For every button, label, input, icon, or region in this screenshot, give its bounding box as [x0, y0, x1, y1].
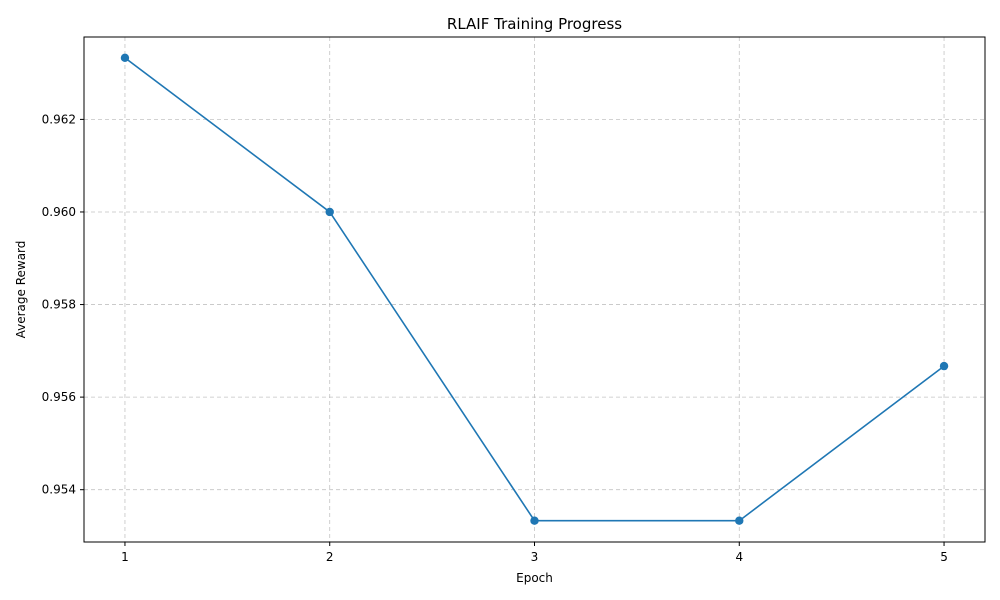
x-tick-label: 1	[121, 550, 129, 564]
y-tick-label: 0.958	[42, 298, 76, 312]
y-axis-ticks: 0.954 0.956 0.958 0.960 0.962	[42, 112, 84, 497]
grid	[84, 37, 985, 542]
x-tick-label: 3	[531, 550, 539, 564]
y-tick-label: 0.956	[42, 390, 76, 404]
y-tick-label: 0.960	[42, 205, 76, 219]
x-tick-label: 4	[735, 550, 743, 564]
data-point	[735, 516, 744, 525]
y-tick-label: 0.962	[42, 112, 76, 126]
x-axis-label: Epoch	[516, 571, 553, 585]
y-axis-label: Average Reward	[14, 241, 28, 339]
x-tick-label: 2	[326, 550, 334, 564]
chart-title: RLAIF Training Progress	[447, 15, 622, 33]
x-axis-ticks: 1 2 3 4 5	[121, 542, 948, 564]
plot-frame	[83, 36, 986, 543]
series-layer	[120, 53, 949, 525]
x-tick-label: 5	[940, 550, 948, 564]
data-point	[939, 361, 949, 371]
data-point	[325, 207, 334, 217]
data-point	[120, 53, 130, 63]
data-point	[530, 516, 539, 525]
y-tick-label: 0.954	[42, 483, 76, 497]
